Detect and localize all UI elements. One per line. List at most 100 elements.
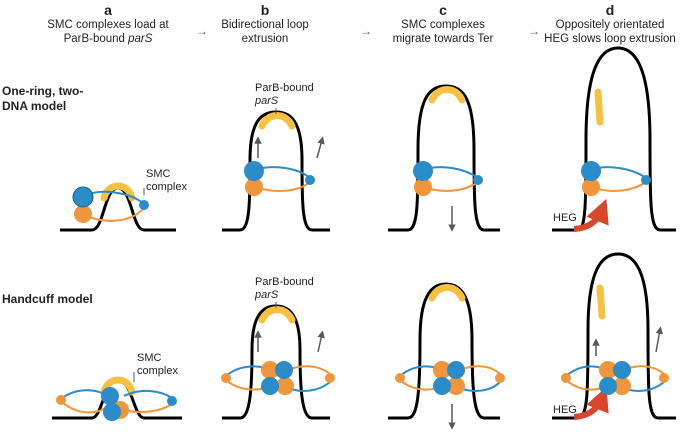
smc-head-blue bbox=[447, 361, 465, 379]
smc-hinge-right bbox=[659, 373, 669, 383]
smc-arm-orange bbox=[590, 181, 647, 192]
smc-head-orange bbox=[111, 401, 129, 419]
step-arrow-bc: → bbox=[360, 24, 372, 38]
panel-title-c: SMC complexes migrate towards Ter bbox=[363, 18, 523, 46]
parb-arc bbox=[428, 284, 466, 302]
smc-hinge-left bbox=[56, 395, 66, 405]
smc-ring-left-orange bbox=[225, 379, 275, 391]
smc-head-blue bbox=[244, 161, 264, 181]
smc-head-blue bbox=[433, 377, 451, 395]
smc-head-orange bbox=[582, 178, 600, 196]
panel-letter-c: c bbox=[439, 2, 447, 18]
smc-hinge-left bbox=[395, 373, 405, 383]
smc-ring-left-blue bbox=[399, 365, 445, 377]
panel-b-one-ring bbox=[222, 108, 330, 232]
row-label-handcuff-line1: Handcuff model bbox=[2, 292, 93, 306]
smc-ring-right-blue bbox=[123, 390, 173, 399]
panel-title-b-line1: Bidirectional loop bbox=[221, 19, 309, 31]
panel-title-a: SMC complexes load at ParB-bound parS bbox=[28, 18, 188, 46]
smc-head-orange bbox=[245, 178, 263, 196]
smc-ring-left-orange bbox=[61, 401, 109, 414]
smc-hinge bbox=[641, 175, 651, 185]
row-label-one-ring: One-ring, two- DNA model bbox=[2, 84, 83, 114]
parb-bar bbox=[596, 284, 606, 320]
smc-head-blue bbox=[261, 377, 279, 395]
parb-label-bottom-line2: parS bbox=[255, 289, 279, 301]
smc-head-orange bbox=[613, 377, 631, 395]
dna-strand bbox=[222, 304, 330, 420]
smc-ring-right-orange bbox=[283, 365, 331, 375]
parb-label-top: ParB-bound parS bbox=[255, 82, 314, 108]
smc-ring-left-orange bbox=[399, 379, 445, 391]
panel-d-handcuff bbox=[552, 252, 676, 420]
row-label-handcuff: Handcuff model bbox=[2, 292, 93, 307]
smc-hinge bbox=[305, 175, 315, 185]
smc-ring-left-blue bbox=[565, 365, 611, 377]
smc-head-blue bbox=[413, 161, 433, 181]
dna-strand bbox=[552, 46, 676, 232]
panel-b-handcuff bbox=[221, 302, 335, 420]
up-arrow-right bbox=[655, 326, 664, 353]
smc-ring-left-orange bbox=[565, 379, 611, 391]
smc-label-bottom-line1: SMC bbox=[137, 352, 162, 364]
panel-title-c-line2: migrate towards Ter bbox=[392, 33, 494, 45]
parb-label-top-line2: parS bbox=[255, 95, 279, 107]
smc-ring-right-blue bbox=[455, 381, 501, 392]
smc-ring-right-orange bbox=[619, 365, 665, 375]
row-label-one-ring-line2: DNA model bbox=[2, 99, 67, 113]
parb-bar bbox=[594, 88, 604, 126]
dna-strand bbox=[222, 110, 330, 232]
smc-head-orange bbox=[599, 361, 617, 379]
panel-title-d-line1: Oppositely orientated bbox=[555, 19, 665, 31]
panel-a-handcuff bbox=[52, 372, 182, 421]
smc-head-blue bbox=[613, 361, 631, 379]
panel-title-b: Bidirectional loop extrusion bbox=[185, 18, 345, 46]
up-arrow-right bbox=[316, 136, 325, 159]
panel-letter-b: b bbox=[260, 2, 270, 18]
smc-ring-right-blue bbox=[619, 381, 665, 392]
smc-head-blue bbox=[599, 377, 617, 395]
smc-arm-blue bbox=[590, 166, 647, 179]
smc-hinge-left bbox=[561, 373, 571, 383]
panel-d-one-ring bbox=[552, 46, 676, 232]
panel-title-c-line1: SMC complexes bbox=[401, 19, 485, 31]
heg-arrow bbox=[573, 386, 609, 420]
panel-letter-a: a bbox=[104, 2, 112, 18]
smc-head-blue bbox=[103, 403, 121, 421]
smc-arm-orange bbox=[422, 181, 479, 192]
panel-c-one-ring bbox=[388, 84, 500, 232]
panel-letter-d: d bbox=[605, 2, 615, 18]
parb-label-bottom-line1: ParB-bound bbox=[255, 276, 314, 288]
smc-label-bottom-line2: complex bbox=[137, 365, 178, 377]
smc-head-orange bbox=[74, 205, 92, 223]
smc-ring-right-orange bbox=[123, 403, 173, 413]
smc-label-top: SMC complex bbox=[146, 168, 187, 194]
smc-ring-right-orange bbox=[455, 365, 501, 375]
row-label-one-ring-line1: One-ring, two- bbox=[2, 84, 84, 98]
parb-arc bbox=[258, 112, 296, 130]
smc-head-blue bbox=[101, 387, 119, 405]
panel-title-a-line1: SMC complexes load at bbox=[47, 19, 169, 31]
smc-head-orange bbox=[433, 361, 451, 379]
smc-arm-blue bbox=[83, 190, 145, 205]
parb-arc bbox=[100, 182, 136, 202]
dna-strand bbox=[388, 282, 500, 420]
heg-label-top: HEG bbox=[553, 212, 577, 224]
parb-arc bbox=[100, 376, 136, 396]
smc-hinge-right bbox=[495, 373, 505, 383]
panel-title-a-line2-italic: parS bbox=[128, 33, 153, 45]
step-arrow-ab: → bbox=[196, 24, 208, 38]
parb-label-top-line1: ParB-bound bbox=[255, 82, 314, 94]
dna-strand bbox=[388, 84, 500, 232]
panel-title-a-line2: ParB-bound parS bbox=[28, 32, 188, 46]
smc-arm-orange bbox=[83, 207, 145, 222]
smc-arm-orange bbox=[253, 181, 311, 192]
smc-hinge bbox=[473, 175, 483, 185]
step-arrow-cd: → bbox=[528, 24, 540, 38]
heg-label-bottom: HEG bbox=[553, 404, 577, 416]
smc-label-top-line1: SMC bbox=[146, 168, 171, 180]
smc-ring-left-blue bbox=[225, 365, 275, 377]
smc-ring-right-blue bbox=[283, 381, 331, 392]
panel-title-d: Oppositely orientated HEG slows loop ext… bbox=[530, 18, 685, 46]
up-arrow-right bbox=[317, 330, 325, 353]
